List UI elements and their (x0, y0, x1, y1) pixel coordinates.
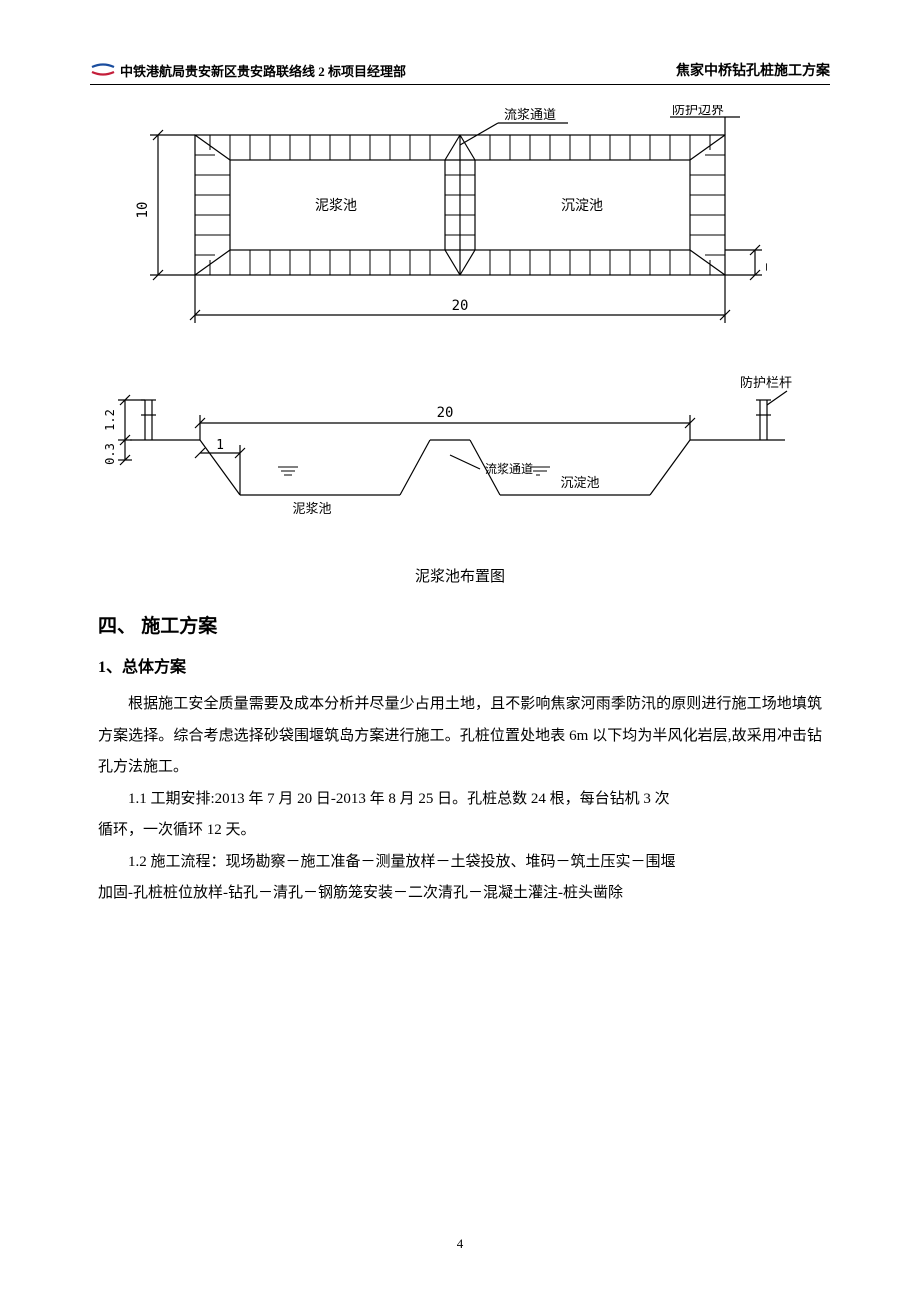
section-dim-depth2: 0.3 (103, 443, 117, 465)
plan-channel-label: 流浆通道 (504, 107, 556, 122)
section-dim-depth1: 1.2 (103, 409, 117, 431)
plan-settling-pool-label: 沉淀池 (561, 198, 603, 214)
plan-view-diagram: 泥浆池 沉淀池 流浆通道 防护边界 10 20 — (90, 105, 830, 586)
sub-title: 1、总体方案 (98, 653, 830, 677)
plan-dim-height: 10 (135, 202, 151, 219)
logo-icon (90, 63, 116, 77)
section-channel-label: 流浆通道 (485, 461, 533, 476)
plan-dim-small: — (759, 263, 773, 271)
page-header: 中铁港航局贵安新区贵安路联络线 2 标项目经理部 焦家中桥钻孔桩施工方案 (90, 60, 830, 85)
header-left: 中铁港航局贵安新区贵安路联络线 2 标项目经理部 (90, 61, 406, 80)
document-page: 中铁港航局贵安新区贵安路联络线 2 标项目经理部 焦家中桥钻孔桩施工方案 (0, 0, 920, 1302)
plan-dim-width: 20 (452, 298, 469, 314)
section-view-diagram: 20 1 1.2 0.3 泥浆池 沉淀池 流浆通道 防护栏杆 (90, 375, 830, 545)
paragraph-3b: 加固-孔桩桩位放样-钻孔－清孔－钢筋笼安装－二次清孔－混凝土灌注-桩头凿除 (98, 878, 822, 910)
section-title: 四、 施工方案 (98, 611, 830, 638)
header-right-text: 焦家中桥钻孔桩施工方案 (676, 60, 830, 80)
section-dim-slope: 1 (216, 438, 224, 453)
paragraph-1: 根据施工安全质量需要及成本分析并尽量少占用土地，且不影响焦家河雨季防汛的原则进行… (98, 689, 822, 784)
page-number: 4 (0, 1236, 920, 1252)
paragraph-2a: 1.1 工期安排:2013 年 7 月 20 日-2013 年 8 月 25 日… (98, 784, 822, 816)
section-guardrail-label: 防护栏杆 (740, 375, 792, 390)
section-dim-width: 20 (437, 405, 454, 421)
paragraph-3a: 1.2 施工流程：现场勘察－施工准备－测量放样－土袋投放、堆码－筑土压实－围堰 (98, 847, 822, 879)
plan-boundary-label: 防护边界 (672, 105, 724, 117)
header-left-text: 中铁港航局贵安新区贵安路联络线 2 标项目经理部 (120, 61, 406, 80)
section-settling-pool-label: 沉淀池 (560, 475, 599, 490)
plan-mud-pool-label: 泥浆池 (315, 198, 357, 214)
section-mud-pool-label: 泥浆池 (292, 501, 331, 516)
paragraph-2b: 循环，一次循环 12 天。 (98, 815, 822, 847)
diagram-caption: 泥浆池布置图 (90, 565, 830, 586)
